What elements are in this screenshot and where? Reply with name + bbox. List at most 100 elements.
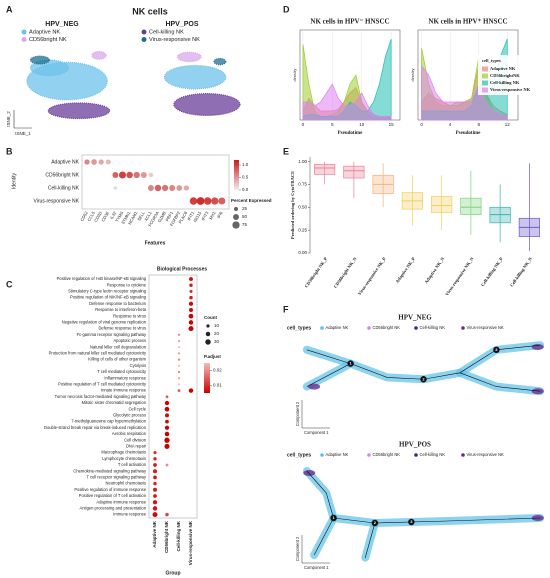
process-label: Cell division <box>124 437 147 442</box>
feature-label: IFIT3 <box>200 210 209 221</box>
dot <box>133 171 140 179</box>
colorbar <box>204 363 210 393</box>
dot <box>177 352 181 355</box>
legend-marker <box>141 29 147 35</box>
dot <box>165 463 169 467</box>
legend-marker <box>414 326 418 330</box>
branch-node <box>408 518 415 526</box>
process-label: Glycolytic process <box>113 412 146 417</box>
branch-node <box>371 519 379 527</box>
dot <box>113 186 118 190</box>
dot <box>153 487 157 492</box>
legend-marker <box>21 37 27 42</box>
dot <box>177 377 181 380</box>
dot <box>164 400 170 406</box>
size-legend-dot <box>233 206 239 212</box>
legend-label: CD56bright NK <box>373 452 401 457</box>
dot <box>152 506 158 511</box>
process-label: Protection from natural killer cell medi… <box>49 350 147 355</box>
branch-label: 2 <box>374 520 377 525</box>
density-area <box>421 64 508 121</box>
dot <box>165 512 169 517</box>
y-axis-label: Component 2 <box>295 536 300 561</box>
plot-title: HPV_POS <box>399 441 431 449</box>
legend-label: CD56bright NK <box>373 325 401 330</box>
dot <box>178 364 180 367</box>
legend-label: Virus-responsive NK <box>149 37 200 43</box>
trajectory <box>306 349 351 364</box>
process-label: Positive regulation of immune response <box>74 487 146 492</box>
legend-swatch <box>482 73 488 79</box>
process-label: T cell receptor signaling pathway <box>86 474 146 479</box>
chart-title: Biological Processes <box>157 266 208 272</box>
branch-label: 2 <box>422 376 425 381</box>
legend-label: Cell-killing NK <box>490 80 520 85</box>
process-label: T cell activation <box>118 462 147 467</box>
colorbar-label: 0.01 <box>213 383 222 388</box>
x-tick-label: 4 <box>449 122 452 127</box>
feature-label: CD3D <box>93 211 103 223</box>
cell-patch <box>308 383 321 390</box>
legend-swatch <box>482 66 488 72</box>
dot <box>164 406 170 412</box>
dot <box>153 481 157 486</box>
x-axis-label: Component 1 <box>304 430 329 435</box>
row-label: Cell-killing NK <box>48 185 80 191</box>
chart-title: NK cells in HPV⁺ HNSCC <box>428 18 507 26</box>
panel-label: E <box>283 146 289 156</box>
dot <box>211 197 219 205</box>
dot <box>153 494 157 498</box>
feature-label: CD52 <box>79 210 89 222</box>
branch-node <box>347 360 354 367</box>
process-label: Aerobic respiration <box>112 431 147 436</box>
size-legend-title: Percent Expressed <box>231 198 272 203</box>
size-legend-label: 20 <box>214 331 220 336</box>
legend-label: Adaptive NK <box>326 452 349 457</box>
branch-node <box>493 346 500 353</box>
y-tick-label: 1.00 <box>298 159 307 164</box>
dot <box>153 457 157 461</box>
dot <box>164 443 170 449</box>
y-axis-label: density <box>410 68 415 82</box>
colorbar-label: 0.0 <box>242 187 249 192</box>
size-legend-label: 50 <box>242 214 248 219</box>
legend-marker <box>141 37 147 42</box>
process-label: Negative regulation of viral genome repl… <box>62 319 147 324</box>
dot <box>189 277 193 281</box>
box <box>314 163 336 175</box>
process-label: DNA repair <box>126 443 147 448</box>
process-label: Immune response <box>113 512 146 517</box>
dot <box>169 185 176 191</box>
colorbar-label: 1.0 <box>242 162 249 167</box>
dot <box>112 172 119 178</box>
x-tick-label: 8 <box>477 122 480 127</box>
process-label: Tumor necrosis factor-mediated signaling… <box>55 394 147 399</box>
legend-label: Adaptive NK <box>326 325 349 330</box>
dot <box>188 301 194 306</box>
feature-label: CD3E <box>100 210 110 222</box>
process-label: Positive regulation of T cell mediated c… <box>58 381 147 386</box>
size-legend-title: Count <box>204 315 217 320</box>
cluster <box>29 55 50 65</box>
dot <box>177 339 181 343</box>
dot <box>98 159 104 165</box>
dot <box>188 326 194 332</box>
dot <box>161 184 169 192</box>
x-axis-label: tSNE_1 <box>15 131 31 136</box>
trajectory <box>364 522 376 559</box>
size-legend-dot <box>206 324 210 328</box>
dot <box>153 463 157 467</box>
dot <box>196 197 205 205</box>
feature-label: ISG15 <box>192 210 202 223</box>
process-label: Positive regulation of I-κB kinase/NF-κB… <box>57 276 147 281</box>
dot <box>140 172 147 178</box>
legend-label: CD56bright NK <box>29 37 67 43</box>
legend-label: Virus-responsive NK <box>467 452 505 457</box>
y-axis-label: Component 2 <box>295 401 300 426</box>
dot <box>189 197 198 205</box>
process-label: Response to virus <box>113 313 146 318</box>
legend-label: Virus-responsive NK <box>467 325 505 330</box>
cluster <box>213 57 227 66</box>
dot <box>218 197 226 205</box>
